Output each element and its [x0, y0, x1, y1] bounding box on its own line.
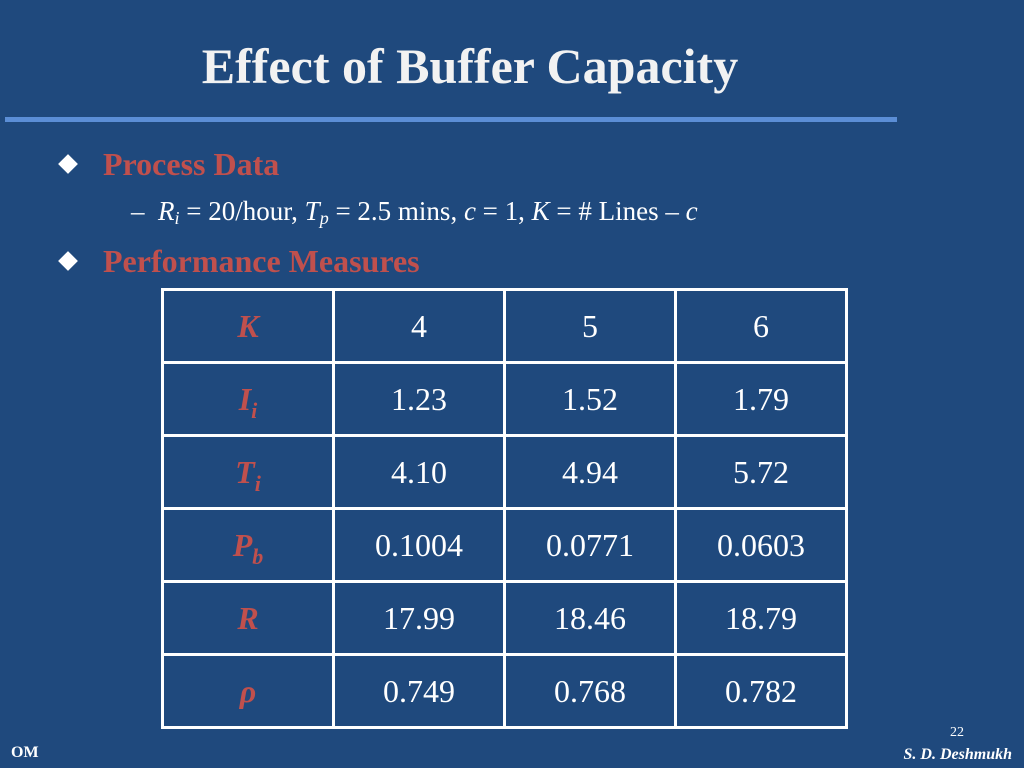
footer-course-label: OM	[11, 744, 39, 761]
ri-value: = 20/hour,	[179, 196, 305, 226]
slide-title: Effect of Buffer Capacity	[201, 38, 739, 94]
table-row: Pb 0.1004 0.0771 0.0603	[161, 507, 848, 583]
process-data-line: – Ri = 20/hour, Tp = 2.5 mins, c = 1, K …	[131, 196, 698, 227]
row-header: Ti	[161, 434, 335, 510]
table-cell: 0.782	[674, 653, 848, 729]
table-cell: 1.52	[503, 361, 677, 437]
row-symbol: ρ	[239, 672, 257, 709]
table-cell: 0.0603	[674, 507, 848, 583]
tp-subscript: p	[319, 208, 329, 228]
table-cell: 0.749	[332, 653, 506, 729]
table-row: Ti 4.10 4.94 5.72	[161, 434, 848, 510]
table-row: R 17.99 18.46 18.79	[161, 580, 848, 656]
row-header: R	[161, 580, 335, 656]
table-row: ρ 0.749 0.768 0.782	[161, 653, 848, 729]
table-cell: 0.1004	[332, 507, 506, 583]
row-header: Pb	[161, 507, 335, 583]
k-symbol: K	[531, 196, 550, 226]
table-cell: 4.94	[503, 434, 677, 510]
c-symbol: c	[463, 196, 476, 226]
bullet-process-data: Process Data	[57, 144, 279, 184]
row-header: K	[161, 288, 335, 364]
bullet-performance-measures: Performance Measures	[57, 241, 420, 281]
table-cell: 0.0771	[503, 507, 677, 583]
k-value: = # Lines –	[549, 196, 686, 226]
tp-symbol: T	[304, 196, 320, 226]
ri-subscript: i	[174, 208, 180, 228]
table-cell: 0.768	[503, 653, 677, 729]
row-subscript: i	[254, 470, 261, 496]
diamond-bullet-icon	[58, 154, 78, 174]
table-cell: 4	[332, 288, 506, 364]
table-cell: 1.23	[332, 361, 506, 437]
ri-symbol: R	[158, 196, 175, 226]
row-subscript: i	[251, 397, 258, 423]
diamond-bullet-icon	[58, 251, 78, 271]
table-cell: 18.46	[503, 580, 677, 656]
tp-value: = 2.5 mins	[328, 196, 451, 226]
row-symbol: T	[235, 453, 255, 490]
c2-symbol: c	[685, 196, 698, 226]
table-row: Ii 1.23 1.52 1.79	[161, 361, 848, 437]
title-divider	[5, 117, 897, 122]
table-cell: 17.99	[332, 580, 506, 656]
row-symbol: R	[237, 599, 259, 636]
row-header: Ii	[161, 361, 335, 437]
footer-author: S. D. Deshmukh	[903, 746, 1012, 763]
bullet-label: Process Data	[103, 145, 280, 182]
dash-marker: –	[131, 196, 145, 226]
row-symbol: P	[232, 526, 253, 563]
row-symbol: I	[238, 380, 252, 417]
table-cell: 5	[503, 288, 677, 364]
table-cell: 4.10	[332, 434, 506, 510]
table-cell: 18.79	[674, 580, 848, 656]
separator: ,	[450, 196, 464, 226]
row-subscript: b	[252, 543, 264, 569]
table-cell: 1.79	[674, 361, 848, 437]
row-header: ρ	[161, 653, 335, 729]
table-cell: 5.72	[674, 434, 848, 510]
performance-table: K 4 5 6 Ii 1.23 1.52 1.79 Ti 4.10 4.94 5.72 Pb 0.1004…	[161, 288, 848, 729]
bullet-label: Performance Measures	[103, 242, 420, 279]
c-value: = 1,	[475, 196, 532, 226]
row-symbol: K	[237, 307, 259, 344]
table-cell: 6	[674, 288, 848, 364]
page-number: 22	[950, 725, 964, 740]
